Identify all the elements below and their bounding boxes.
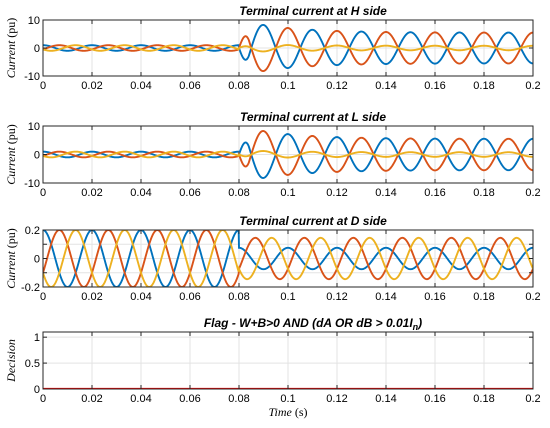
x-tick-label: 0.02 xyxy=(81,80,102,92)
y-tick-label: 0 xyxy=(34,150,40,162)
x-tick-label: 0.08 xyxy=(228,393,249,405)
x-tick-label: 0.14 xyxy=(375,393,396,405)
series-line-2 xyxy=(43,130,533,176)
y-tick-label: 1 xyxy=(34,332,40,344)
y-tick-label: 10 xyxy=(28,121,40,133)
y-tick-label: 0.2 xyxy=(25,225,40,237)
x-tick-label: 0 xyxy=(40,187,46,199)
panel-title: Flag - W+B>0 AND (dA OR dB > 0.01In) xyxy=(204,316,422,332)
x-tick-label: 0.02 xyxy=(81,291,102,303)
x-tick-label: 0.08 xyxy=(228,80,249,92)
x-tick-label: 0.06 xyxy=(179,291,200,303)
x-tick-label: 0.18 xyxy=(473,187,494,199)
x-tick-label: 0.14 xyxy=(375,80,396,92)
x-tick-label: 0 xyxy=(40,393,46,405)
x-tick-label: 0.2 xyxy=(525,291,540,303)
panel-title: Terminal current at L side xyxy=(240,110,386,124)
y-tick-label: -0.2 xyxy=(21,282,40,294)
x-tick-label: 0.18 xyxy=(473,291,494,303)
y-tick-label: 0 xyxy=(34,43,40,55)
series-line-3 xyxy=(43,44,533,53)
x-tick-label: 0.1 xyxy=(280,187,295,199)
x-tick-label: 0.02 xyxy=(81,393,102,405)
x-axis-label: Time (s) xyxy=(268,405,307,419)
x-tick-label: 0.16 xyxy=(424,291,445,303)
x-tick-label: 0.12 xyxy=(326,80,347,92)
x-tick-label: 0 xyxy=(40,80,46,92)
x-tick-label: 0 xyxy=(40,291,46,303)
x-tick-label: 0.18 xyxy=(473,393,494,405)
x-tick-label: 0.16 xyxy=(424,80,445,92)
x-tick-label: 0.12 xyxy=(326,393,347,405)
y-tick-label: -10 xyxy=(24,71,40,83)
y-axis-label: Current (pu) xyxy=(4,18,18,79)
x-tick-label: 0.08 xyxy=(228,187,249,199)
title-subscript: n xyxy=(413,322,419,332)
y-tick-label: 0.5 xyxy=(25,358,40,370)
panel-title: Terminal current at H side xyxy=(239,4,387,18)
chart-panel-4: 0 0.02 0.04 0.06 0.08 0.1 0.12 0.14 0.16 0.18 0.2 0… xyxy=(4,316,541,419)
x-tick-label: 0.2 xyxy=(525,187,540,199)
x-tick-label: 0.2 xyxy=(525,80,540,92)
y-axis-label: Current (pu) xyxy=(4,228,18,289)
y-axis-label: Decision xyxy=(4,339,18,383)
x-tick-label: 0.08 xyxy=(228,291,249,303)
y-tick-label: 10 xyxy=(28,15,40,27)
x-tick-label: 0.12 xyxy=(326,187,347,199)
x-tick-label: 0.1 xyxy=(280,80,295,92)
x-tick-label: 0.2 xyxy=(525,393,540,405)
x-tick-label: 0.18 xyxy=(473,80,494,92)
x-tick-label: 0.12 xyxy=(326,291,347,303)
x-tick-label: 0.14 xyxy=(375,291,396,303)
y-axis-label: Current (pu) xyxy=(4,124,18,185)
y-tick-label: -10 xyxy=(24,178,40,190)
x-tick-label: 0.06 xyxy=(179,187,200,199)
x-tick-label: 0.16 xyxy=(424,393,445,405)
x-tick-label: 0.04 xyxy=(130,80,151,92)
x-tick-label: 0.04 xyxy=(130,393,151,405)
x-tick-label: 0.16 xyxy=(424,187,445,199)
series-line-2 xyxy=(43,26,533,73)
y-tick-label: 0 xyxy=(34,254,40,266)
panel-title: Terminal current at D side xyxy=(239,214,387,228)
title-close: ) xyxy=(416,316,422,330)
chart-panel-2: 0 0.02 0.04 0.06 0.08 0.1 0.12 0.14 0.16 0.18 0.2 -… xyxy=(4,110,541,199)
x-tick-label: 0.06 xyxy=(179,393,200,405)
x-tick-label: 0.1 xyxy=(280,393,295,405)
x-tick-label: 0.14 xyxy=(375,187,396,199)
chart-panel-1: 0 0.02 0.04 0.06 0.08 0.1 0.12 0.14 0.16 0.18 0.2 -… xyxy=(4,4,541,92)
x-tick-label: 0.02 xyxy=(81,187,102,199)
x-tick-label: 0.04 xyxy=(130,291,151,303)
chart-panel-3: 0 0.02 0.04 0.06 0.08 0.1 0.12 0.14 0.16 0.18 0.2 -… xyxy=(4,214,541,303)
series-line-3 xyxy=(43,150,533,159)
x-tick-label: 0.1 xyxy=(280,291,295,303)
x-tick-label: 0.06 xyxy=(179,80,200,92)
x-tick-label: 0.04 xyxy=(130,187,151,199)
y-tick-label: 0 xyxy=(34,384,40,396)
